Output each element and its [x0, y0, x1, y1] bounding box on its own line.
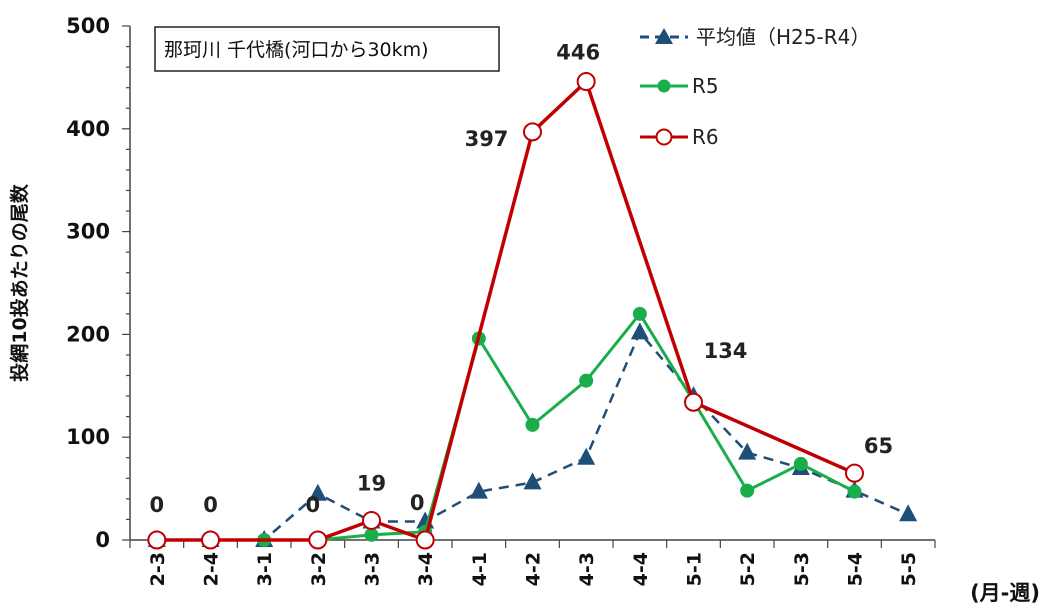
- x-axis-unit-label: (月-週): [970, 581, 1040, 605]
- x-tick-label: 4-2: [523, 552, 545, 586]
- data-point-average: [630, 322, 649, 340]
- y-tick-label: 200: [66, 322, 110, 346]
- x-tick-label: 4-1: [469, 552, 491, 586]
- x-tick-label: 3-1: [254, 552, 276, 586]
- series-line-r5: [264, 312, 856, 542]
- data-point-r6: [201, 530, 220, 550]
- x-tick-label: 4-3: [576, 552, 598, 586]
- data-point-average: [577, 447, 596, 465]
- data-point-average: [899, 504, 918, 522]
- legend-label-r5: R5: [692, 74, 719, 98]
- data-point-r5: [525, 417, 540, 432]
- data-point-r5: [793, 456, 808, 471]
- x-tick-label: 5-3: [791, 552, 813, 586]
- data-label: 446: [556, 41, 600, 65]
- y-tick-label: 100: [66, 425, 110, 449]
- legend-item-r6: R6: [640, 125, 719, 149]
- data-point-r6: [845, 463, 864, 483]
- y-tick-label: 0: [95, 528, 110, 552]
- data-point-average: [469, 481, 488, 499]
- data-point-r6: [684, 392, 703, 412]
- data-point-r5: [364, 527, 379, 542]
- series-layer: [147, 72, 918, 550]
- data-point-r6: [308, 530, 328, 550]
- x-tick-label: 5-1: [684, 552, 706, 586]
- legend-label-average: 平均値（H25-R4）: [696, 25, 870, 49]
- data-point-r6: [415, 530, 435, 550]
- data-label: 0: [150, 493, 165, 517]
- data-point-r6: [147, 530, 167, 550]
- series-line-average: [156, 331, 909, 542]
- data-label: 0: [306, 493, 321, 517]
- x-tick-label: 3-4: [415, 552, 437, 586]
- data-point-r5: [579, 373, 594, 388]
- data-label: 19: [357, 471, 386, 495]
- legend: 平均値（H25-R4） R5 R6: [640, 25, 870, 149]
- legend-label-r6: R6: [692, 125, 719, 149]
- x-tick-label: 5-5: [898, 552, 920, 586]
- x-tick-label: 3-2: [308, 552, 330, 586]
- data-point-r5: [632, 306, 647, 321]
- data-label: 134: [704, 339, 748, 363]
- data-label: 0: [203, 493, 218, 517]
- data-point-average: [523, 472, 542, 490]
- y-tick-label: 300: [66, 220, 110, 244]
- data-point-r6: [523, 122, 542, 142]
- chart-title: 那珂川 千代橋(河口から30km): [164, 39, 429, 61]
- data-label: 65: [864, 434, 893, 458]
- series-r6: [147, 72, 864, 550]
- x-tick-label: 2-3: [147, 552, 169, 586]
- data-point-average: [738, 442, 757, 460]
- data-label: 397: [465, 127, 509, 151]
- x-tick-label: 5-4: [845, 552, 867, 586]
- data-point-r6: [362, 510, 381, 530]
- data-label: 0: [410, 491, 425, 515]
- data-point-r6: [576, 72, 596, 92]
- x-tick-label: 4-4: [630, 552, 652, 586]
- y-tick-label: 500: [66, 14, 110, 38]
- x-tick-label: 3-3: [362, 552, 384, 586]
- legend-item-average: 平均値（H25-R4）: [640, 25, 870, 49]
- chart-title-box: 那珂川 千代橋(河口から30km): [154, 26, 500, 72]
- data-labels-layer: 0 0 0 19 0 397 446 134 65: [150, 41, 894, 517]
- series-r5: [257, 306, 862, 547]
- series-average: [147, 322, 918, 547]
- x-tick-label: 2-4: [201, 552, 223, 586]
- y-tick-label: 400: [66, 117, 110, 141]
- data-point-r5: [847, 484, 862, 499]
- legend-item-r5: R5: [640, 74, 719, 98]
- data-point-average: [308, 483, 327, 501]
- y-axis-label: 投網10投あたりの尾数: [8, 183, 31, 381]
- x-tick-label: 5-2: [737, 552, 759, 586]
- axes: 0 100 200 300 400 500 2-3 2-4 3-1 3-2 3-3 3-4 4-1 4-2…: [66, 14, 936, 586]
- data-point-r5: [740, 483, 755, 498]
